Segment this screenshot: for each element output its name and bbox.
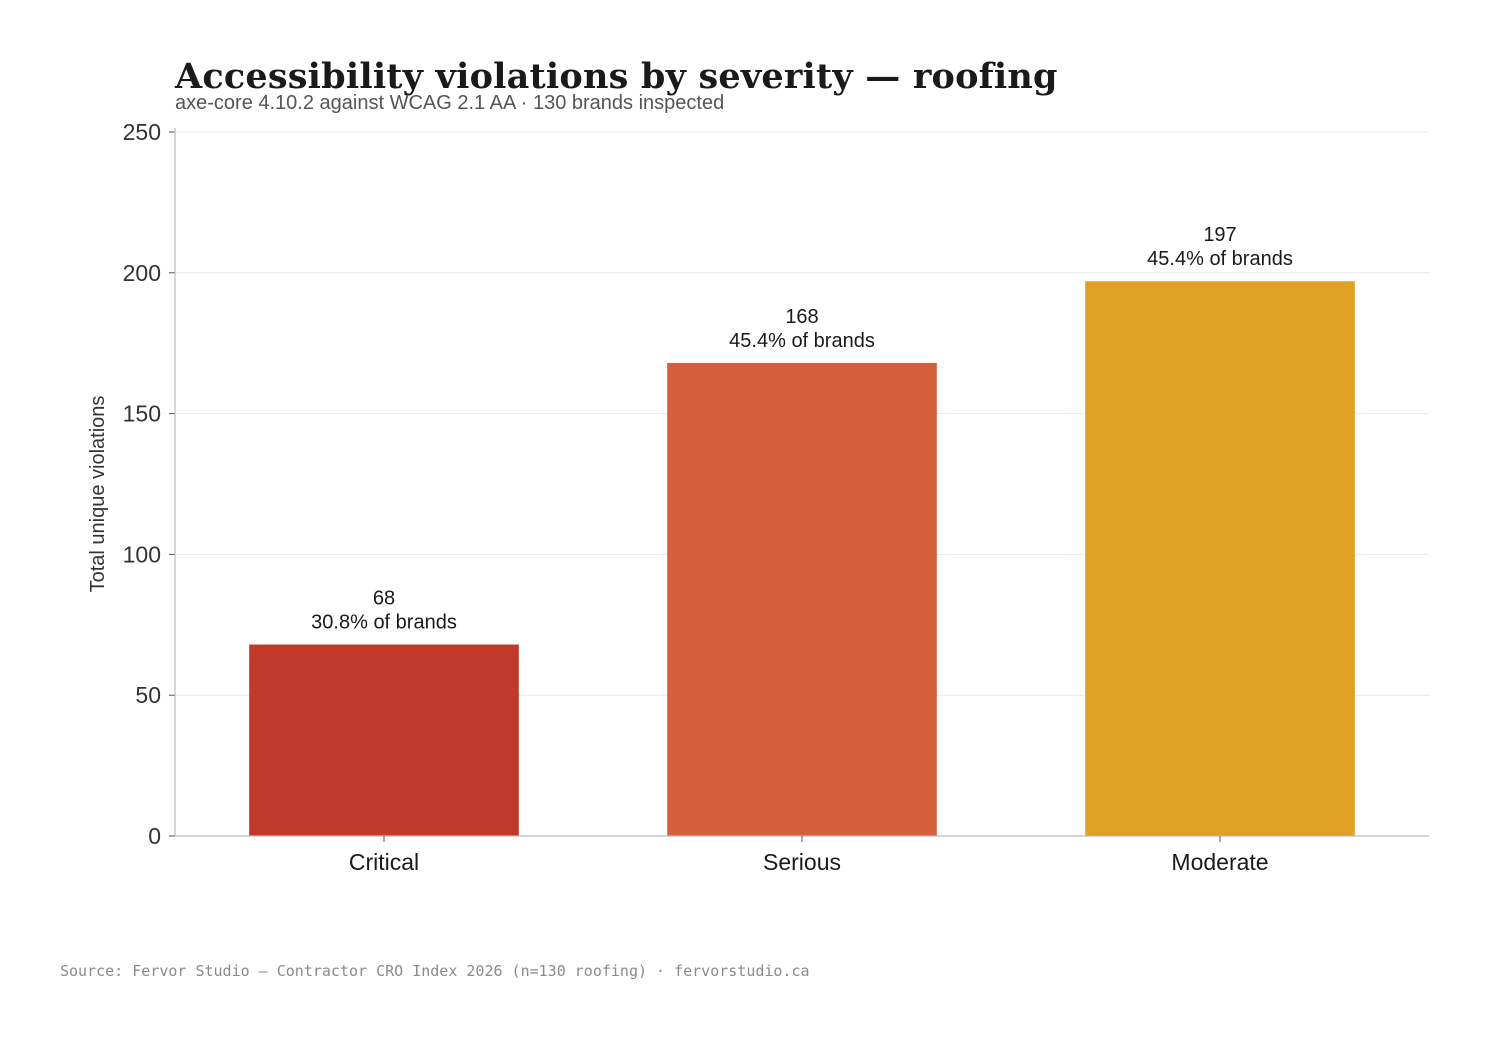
data-label-share: 45.4% of brands (729, 330, 875, 352)
y-tick-label: 100 (123, 541, 161, 567)
data-label-share: 30.8% of brands (311, 612, 457, 634)
data-label-count: 197 (1203, 224, 1236, 246)
x-tick-label: Critical (349, 849, 419, 875)
data-label-count: 68 (373, 588, 395, 610)
y-axis-label: Total unique violations (87, 396, 109, 593)
source-note: Source: Fervor Studio — Contractor CRO I… (60, 962, 810, 980)
bar-serious (667, 362, 937, 836)
y-tick-label: 200 (123, 260, 161, 286)
y-tick-label: 150 (123, 401, 161, 427)
y-tick-label: 250 (123, 119, 161, 145)
y-tick-label: 0 (148, 823, 161, 849)
y-tick-label: 50 (135, 682, 161, 708)
data-label-count: 168 (785, 306, 818, 328)
axes (169, 128, 1429, 842)
data-label-share: 45.4% of brands (1147, 248, 1293, 270)
x-tick-label: Serious (763, 849, 841, 875)
chart-title: Accessibility violations by severity — r… (175, 56, 1058, 97)
chart-subtitle: axe-core 4.10.2 against WCAG 2.1 AA · 13… (175, 92, 725, 114)
bars (249, 281, 1355, 836)
x-tick-label: Moderate (1171, 849, 1268, 875)
bar-moderate (1085, 281, 1355, 836)
bar-critical (249, 644, 519, 836)
